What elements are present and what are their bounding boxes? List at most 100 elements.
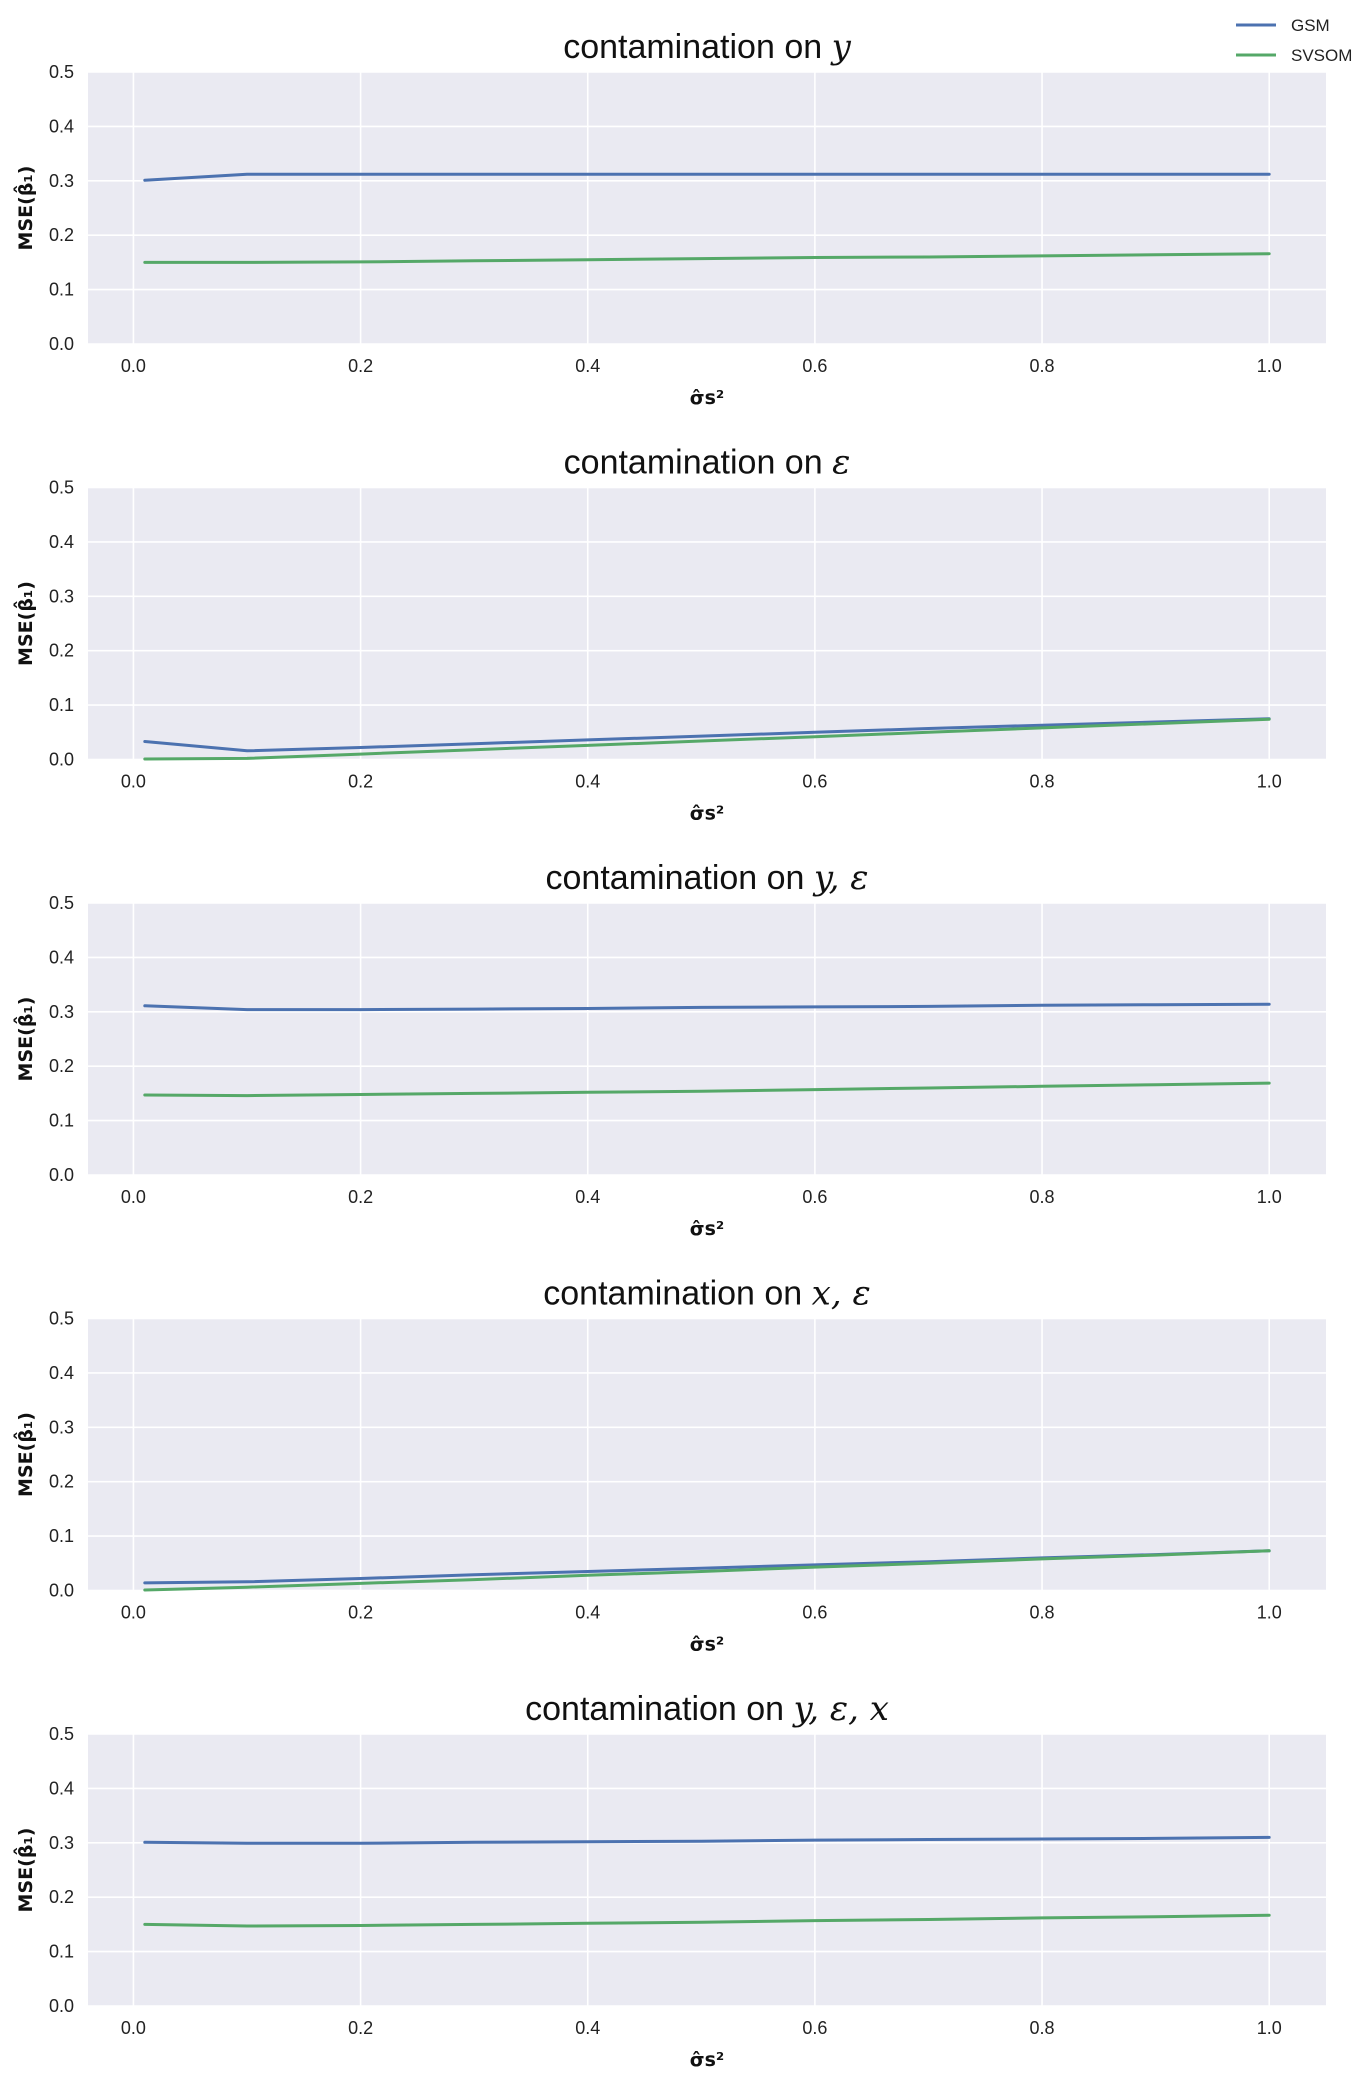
y-tick-label: 0.5 bbox=[49, 1309, 74, 1329]
chart-title-prefix: contamination on bbox=[546, 859, 814, 897]
x-tick-label: 1.0 bbox=[1257, 1187, 1282, 1207]
series-line-svsom bbox=[143, 1081, 1271, 1098]
x-axis-label: σ̂s² bbox=[690, 1634, 724, 1656]
series-line-svsom bbox=[143, 717, 1271, 761]
y-tick-label: 0.0 bbox=[49, 1581, 74, 1601]
plot-area bbox=[88, 487, 1326, 760]
chart-title-math: ε bbox=[832, 443, 850, 483]
y-tick-label: 0.2 bbox=[49, 1887, 74, 1907]
x-tick-label: 0.2 bbox=[348, 772, 373, 792]
y-tick-label: 0.4 bbox=[49, 116, 74, 136]
chart-title: contamination on y, ε, x bbox=[525, 1689, 889, 1729]
x-tick-label: 0.4 bbox=[575, 1603, 600, 1623]
y-tick-label: 0.5 bbox=[49, 478, 74, 498]
y-axis-label: MSE(β̂₁) bbox=[13, 1412, 37, 1497]
y-tick-label: 0.2 bbox=[49, 225, 74, 245]
chart-title: contamination on ε bbox=[564, 443, 851, 483]
x-tick-label: 0.8 bbox=[1030, 772, 1055, 792]
y-tick-label: 0.0 bbox=[49, 334, 74, 354]
series-line-svsom bbox=[143, 252, 1271, 264]
chart-panel-2: 0.0 0.1 0.2 0.3 0.4 0.5 0.0 0.2 0.4 0.6 0.8 1.0 cont… bbox=[13, 443, 1326, 825]
x-tick-label: 1.0 bbox=[1257, 356, 1282, 376]
x-tick-label: 0.2 bbox=[348, 356, 373, 376]
y-tick-label: 0.4 bbox=[49, 1363, 74, 1383]
legend-svsom-label: SVSOM bbox=[1291, 46, 1352, 65]
x-tick-label: 1.0 bbox=[1257, 2018, 1282, 2038]
x-tick-label: 0.2 bbox=[348, 1603, 373, 1623]
chart-title-math: y, ε bbox=[812, 858, 869, 898]
y-tick-label: 0.0 bbox=[49, 1165, 74, 1185]
chart-title-prefix: contamination on bbox=[525, 1690, 793, 1728]
chart-title: contamination on y, ε bbox=[546, 858, 869, 898]
chart-panel-1: 0.0 0.1 0.2 0.3 0.4 0.5 0.0 0.2 0.4 0.6 0.8 1.0 cont… bbox=[13, 27, 1326, 409]
y-tick-label: 0.3 bbox=[49, 171, 74, 191]
series-line-gsm bbox=[143, 172, 1271, 182]
x-tick-label: 0.8 bbox=[1030, 356, 1055, 376]
x-tick-label: 0.6 bbox=[802, 1603, 827, 1623]
x-tick-label: 0.4 bbox=[575, 2018, 600, 2038]
x-tick-label: 0.8 bbox=[1030, 1603, 1055, 1623]
chart-title: contamination on x, ε bbox=[543, 1274, 870, 1314]
y-tick-label: 0.1 bbox=[49, 1111, 74, 1131]
series-line-svsom bbox=[143, 1549, 1271, 1592]
x-tick-label: 0.0 bbox=[121, 1187, 146, 1207]
y-axis-label: MSE(β̂₁) bbox=[13, 1828, 37, 1913]
plot-area bbox=[88, 1318, 1326, 1591]
x-tick-label: 0.6 bbox=[802, 356, 827, 376]
x-tick-label: 0.8 bbox=[1030, 1187, 1055, 1207]
x-tick-label: 0.4 bbox=[575, 1187, 600, 1207]
chart-title-prefix: contamination on bbox=[564, 444, 832, 482]
y-axis-label: MSE(β̂₁) bbox=[13, 997, 37, 1082]
chart-title: contamination on y bbox=[563, 27, 851, 67]
y-tick-label: 0.3 bbox=[49, 1417, 74, 1437]
x-tick-label: 0.2 bbox=[348, 1187, 373, 1207]
y-tick-label: 0.2 bbox=[49, 641, 74, 661]
y-tick-label: 0.5 bbox=[49, 893, 74, 913]
x-tick-label: 0.8 bbox=[1030, 2018, 1055, 2038]
plot-area bbox=[88, 903, 1326, 1175]
plot-area bbox=[88, 1734, 1326, 2006]
chart-panel-3: 0.0 0.1 0.2 0.3 0.4 0.5 0.0 0.2 0.4 0.6 0.8 1.0 cont… bbox=[13, 858, 1326, 1240]
x-tick-label: 0.0 bbox=[121, 2018, 146, 2038]
y-tick-label: 0.1 bbox=[49, 1942, 74, 1962]
x-tick-label: 0.0 bbox=[121, 1603, 146, 1623]
chart-title-math: y, ε, x bbox=[792, 1689, 889, 1729]
y-tick-label: 0.3 bbox=[49, 1833, 74, 1853]
x-tick-label: 1.0 bbox=[1257, 772, 1282, 792]
legend: GSM SVSOM bbox=[1236, 16, 1352, 65]
y-tick-label: 0.5 bbox=[49, 1724, 74, 1744]
y-axis-label: MSE(β̂₁) bbox=[13, 581, 37, 666]
y-tick-label: 0.5 bbox=[49, 62, 74, 82]
x-tick-label: 0.2 bbox=[348, 2018, 373, 2038]
x-tick-label: 0.4 bbox=[575, 772, 600, 792]
x-tick-label: 0.4 bbox=[575, 356, 600, 376]
chart-title-prefix: contamination on bbox=[543, 1275, 811, 1313]
x-axis-label: σ̂s² bbox=[690, 2049, 724, 2071]
x-tick-label: 0.6 bbox=[802, 2018, 827, 2038]
chart-panel-4: 0.0 0.1 0.2 0.3 0.4 0.5 0.0 0.2 0.4 0.6 0.8 1.0 cont… bbox=[13, 1274, 1326, 1656]
y-tick-label: 0.4 bbox=[49, 947, 74, 967]
chart-title-prefix: contamination on bbox=[563, 28, 831, 66]
y-tick-label: 0.2 bbox=[49, 1056, 74, 1076]
x-tick-label: 0.6 bbox=[802, 1187, 827, 1207]
y-tick-label: 0.2 bbox=[49, 1472, 74, 1492]
y-axis-label: MSE(β̂₁) bbox=[13, 166, 37, 251]
series-line-gsm bbox=[143, 1002, 1271, 1012]
y-tick-label: 0.3 bbox=[49, 1002, 74, 1022]
y-tick-label: 0.0 bbox=[49, 1996, 74, 2016]
x-tick-label: 0.0 bbox=[121, 772, 146, 792]
x-axis-label: σ̂s² bbox=[690, 387, 724, 409]
chart-panel-5: 0.0 0.1 0.2 0.3 0.4 0.5 0.0 0.2 0.4 0.6 0.8 1.0 cont… bbox=[13, 1689, 1326, 2071]
series-line-gsm bbox=[143, 717, 1271, 753]
plot-area bbox=[88, 72, 1326, 344]
y-tick-label: 0.4 bbox=[49, 532, 74, 552]
y-tick-label: 0.1 bbox=[49, 1526, 74, 1546]
legend-gsm-label: GSM bbox=[1291, 16, 1330, 35]
x-axis-label: σ̂s² bbox=[690, 803, 724, 825]
y-tick-label: 0.1 bbox=[49, 280, 74, 300]
y-tick-label: 0.1 bbox=[49, 695, 74, 715]
y-tick-label: 0.0 bbox=[49, 750, 74, 770]
chart-title-math: y bbox=[830, 27, 852, 67]
series-line-gsm bbox=[143, 1835, 1271, 1845]
